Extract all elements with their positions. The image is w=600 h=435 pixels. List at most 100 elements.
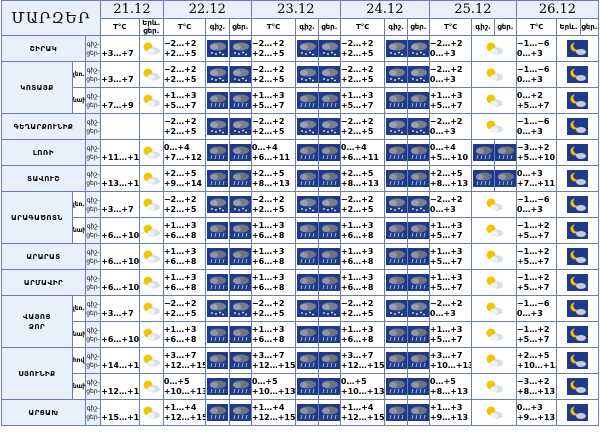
temperature-cell: −1…+2 +5…+7 <box>515 269 558 296</box>
cloud-rain-icon <box>385 170 407 187</box>
weather-icon-cell <box>138 191 164 218</box>
date-header: 25.12 <box>428 0 517 19</box>
temperature-cell: −3…+2 +8…+13 <box>515 373 558 400</box>
temperature-cell: +1…+3 +5…+7 <box>339 87 386 114</box>
weather-icon-cell <box>138 35 164 62</box>
moon-cloud-icon <box>567 352 589 369</box>
night-temp: −1…+2 <box>516 324 550 334</box>
moon-cloud-icon <box>567 248 589 265</box>
day-label: ցեր- <box>86 361 100 369</box>
night-temp: −2…+2 <box>429 116 463 126</box>
weather-icon-cell <box>384 295 408 322</box>
night-temp: +1…+3 <box>251 272 285 282</box>
day-temp: +6…+8 <box>251 230 285 240</box>
weather-icon-cell <box>295 87 319 114</box>
night-temp <box>102 247 138 257</box>
day-temp: +12…+15 <box>340 360 385 370</box>
temperature-cell: 0…+5 +10…+13 <box>162 373 207 400</box>
weather-icon-cell <box>228 347 252 374</box>
moon-cloud-icon <box>567 222 589 239</box>
night-temp: +1…+3 <box>429 324 463 334</box>
weather-icon-cell <box>138 295 164 322</box>
table-row: նախ.գիշ-ցեր-+6…+10+1…+3+6…+8+1…+3+6…+8+1… <box>2 321 599 348</box>
temperature-cell: −2…+2 +2…+5 <box>162 295 207 322</box>
region-name: ԿՈՏԱՅՔ <box>1 61 73 114</box>
time-labels: գիշ-ցեր- <box>84 87 102 114</box>
cloud-snow-icon <box>230 118 251 135</box>
moon-cloud-icon <box>567 196 589 213</box>
temperature-cell: 0…+3 +7…+11 <box>515 165 558 192</box>
cloud-rain-icon <box>385 248 407 265</box>
day-temp: +12…+15 <box>163 412 206 422</box>
day-temp: +6…+10 <box>101 282 140 292</box>
day-temp: +6…+8 <box>340 334 374 344</box>
temperature-cell: 0…+4 +6…+11 <box>339 139 386 166</box>
cloud-rain-icon <box>319 404 340 421</box>
subregion-label: լեռ. <box>71 191 86 218</box>
temperature-cell: +1…+3 +6…+8 <box>162 269 207 296</box>
time-labels: գիշ-ցեր- <box>84 399 102 426</box>
cloud-rain-icon <box>206 352 228 369</box>
night-temp: 0…+2 <box>516 90 543 100</box>
day-temp: 0…+3 <box>429 308 456 318</box>
cloud-rain-icon <box>230 248 251 265</box>
region-name: ԱՐՑԱԽ <box>1 399 86 426</box>
moon-cloud-icon <box>567 40 589 57</box>
temperature-cell: +2…+5 +9…+14 <box>162 165 207 192</box>
region-label: ԼՈՌԻ <box>32 148 55 157</box>
weather-icon-cell <box>138 373 164 400</box>
night-temp <box>102 221 138 231</box>
night-temp: +3…+7 <box>429 350 463 360</box>
temperature-cell: +1…+3 +6…+8 <box>339 243 386 270</box>
sun-cloud-icon <box>483 40 505 57</box>
night-temp: 0…+5 <box>251 376 278 386</box>
temperature-cell: −2…+2 +2…+5 <box>250 35 297 62</box>
day-temp: +10…+13 <box>429 360 472 370</box>
weather-icon-cell <box>556 35 599 62</box>
day-temp: +6…+10 <box>101 230 140 240</box>
region-label: ԱՐՑԱԽ <box>28 408 59 417</box>
temperature-cell: 0…+4 +7…+12 <box>162 139 207 166</box>
regions-header: ՄԱՐԶԵՐ <box>0 0 102 36</box>
weather-icon-cell <box>317 165 341 192</box>
weather-icon-cell <box>556 165 599 192</box>
temperature-cell: +6…+10 <box>100 321 140 348</box>
cloud-rain-icon <box>296 144 318 161</box>
weather-icon-cell <box>317 269 341 296</box>
sun-cloud-icon <box>483 378 505 395</box>
moon-cloud-icon <box>567 274 589 291</box>
weather-icon-cell <box>295 165 319 192</box>
night-temp: −1…+2 <box>516 272 550 282</box>
night-column-header: գիշ. <box>205 18 230 36</box>
weather-icon-cell <box>556 269 599 296</box>
temperature-cell: +1…+3 +5…+7 <box>250 87 297 114</box>
sun-cloud-icon <box>140 66 162 83</box>
weather-icon-cell <box>317 295 341 322</box>
day-temp: +5…+7 <box>429 282 463 292</box>
night-temp: −2…+2 <box>429 64 463 74</box>
night-temp: −2…+2 <box>251 116 285 126</box>
night-temp: +1…+3 <box>340 220 374 230</box>
temperature-cell: 0…+5 +10…+13 <box>250 373 297 400</box>
region-name: ՎԱՅՈՑ ՁՈՐ <box>1 295 73 348</box>
temp-column-header: T°C <box>250 18 297 36</box>
sun-cloud-icon <box>483 222 505 239</box>
weather-icon-cell <box>471 217 517 244</box>
cloud-snow-icon <box>206 300 228 317</box>
weather-icon-cell <box>138 321 164 348</box>
night-temp: +2…+5 <box>163 168 197 178</box>
cloud-snow-icon <box>206 66 228 83</box>
region-name: ՍՅՈՒՆԻՔ <box>1 347 73 400</box>
weather-icon-cell <box>228 87 252 114</box>
weather-icon-cell <box>384 373 408 400</box>
night-temp: −1…−6 <box>516 116 550 126</box>
night-temp <box>102 299 138 309</box>
moon-cloud-icon <box>567 404 589 421</box>
weather-icon-cell <box>384 243 408 270</box>
table-row: ԱՐԱՐԱՏ գիշ-ցեր- +6…+10 +1…+3 +6…+8 +1…+3 +6…+8… <box>1 243 599 270</box>
night-temp: 0…+4 <box>163 142 190 152</box>
table-row: ԼՈՌԻգիշ-ցեր-+11…+160…+4+7…+120…+4+6…+110… <box>1 139 599 166</box>
cloud-rain-icon <box>385 144 407 161</box>
cloud-snow-icon <box>408 66 429 83</box>
night-temp: +1…+3 <box>251 246 285 256</box>
